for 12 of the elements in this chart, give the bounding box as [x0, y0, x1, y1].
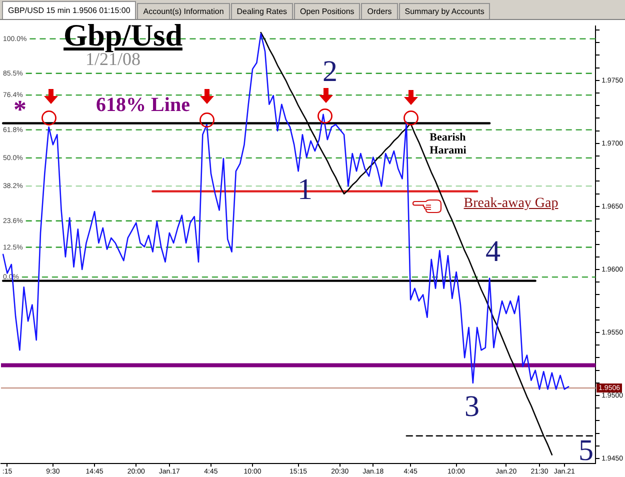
text: Dealing Rates: [230, 3, 294, 19]
annotation: 3: [464, 390, 480, 423]
annotation: 2: [322, 55, 338, 88]
text: Summary by Accounts: [398, 3, 490, 19]
annotation: Bearish Harami: [430, 131, 466, 157]
annotation: 618% Line: [96, 94, 190, 116]
text: Open Positions: [294, 3, 360, 19]
annotation: Break-away Gap: [464, 196, 558, 211]
annotation: 5: [578, 434, 594, 467]
text: Orders: [361, 3, 398, 19]
text: GBP/USD 15 min 1.9506 01:15:00: [2, 1, 136, 19]
text: Account(s) Information: [137, 3, 230, 19]
